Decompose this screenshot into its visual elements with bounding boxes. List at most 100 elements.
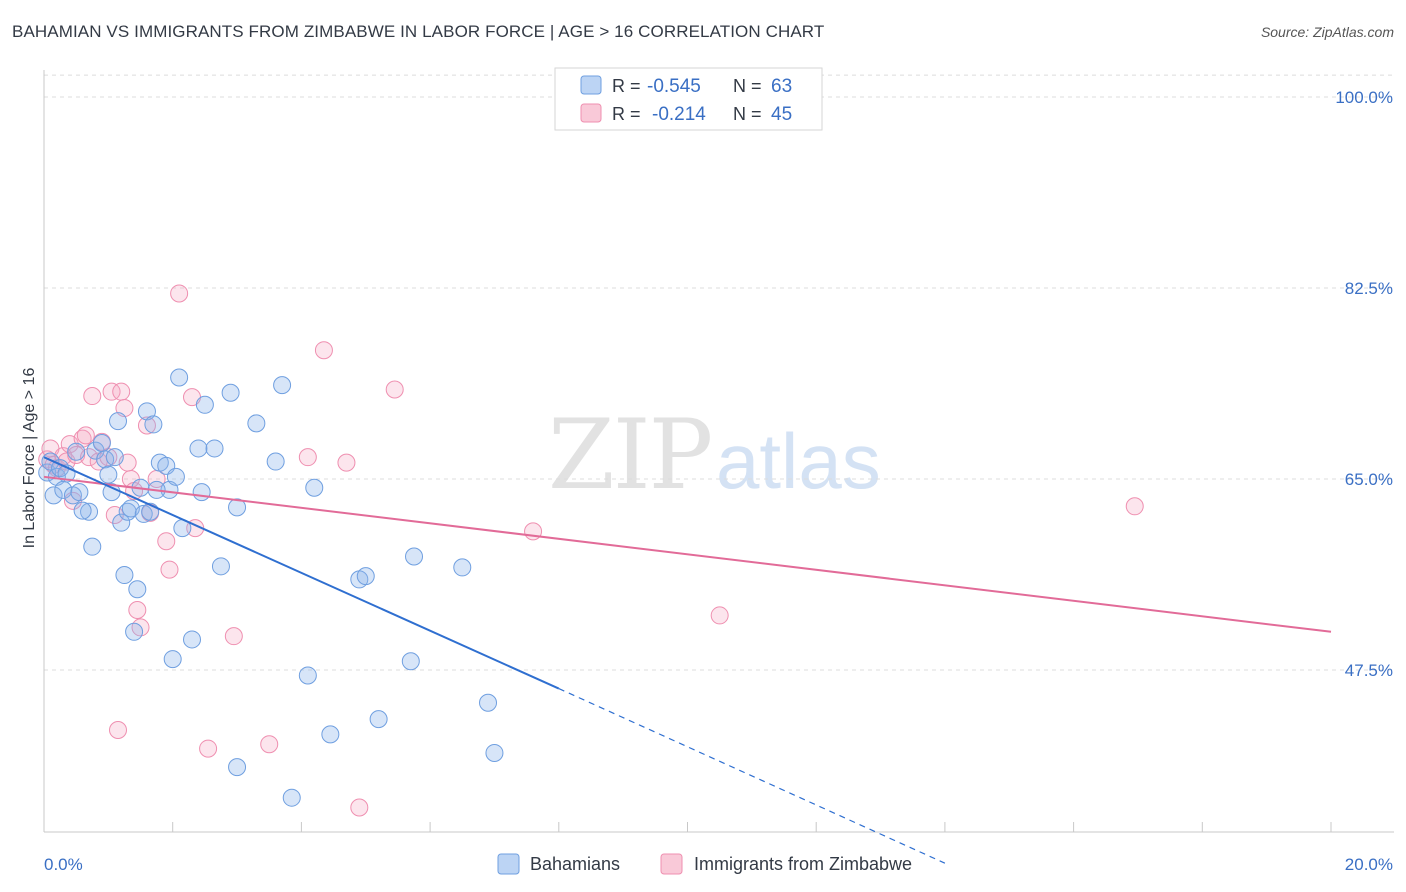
bahamians-point — [479, 693, 498, 712]
y-tick-labels: 47.5% 65.0% 82.5% 100.0% — [1335, 88, 1393, 680]
legend-label-bahamians: Bahamians — [530, 854, 620, 874]
zimbabwe-point — [710, 606, 729, 625]
zimbabwe-point — [1125, 497, 1144, 516]
bahamians-point — [99, 465, 118, 484]
stats-swatch-pink — [580, 103, 602, 123]
x-ticks — [172, 822, 1332, 832]
watermark-atlas: atlas — [716, 417, 881, 505]
bahamians-point — [83, 537, 102, 556]
bahamians-point — [405, 547, 424, 566]
bahamians-point — [273, 376, 292, 395]
trend-lines — [43, 456, 1332, 864]
y-tick-label: 100.0% — [1335, 88, 1393, 107]
bahamians-point — [144, 415, 163, 434]
bahamians-trend-extension — [558, 688, 946, 864]
stats-n-label-blue: N = — [733, 76, 762, 96]
stats-r-value-pink: -0.214 — [652, 104, 706, 125]
zimbabwe-point — [112, 382, 131, 401]
bahamians-point — [92, 433, 111, 452]
stats-r-label-blue: R = — [612, 76, 641, 96]
bahamians-point — [73, 501, 92, 520]
legend-swatch-zimbabwe — [660, 853, 683, 875]
zimbabwe-point — [314, 341, 333, 360]
bahamians-point — [247, 414, 266, 433]
bahamians-point — [228, 758, 247, 777]
stats-r-value-blue: -0.545 — [647, 76, 701, 97]
legend-label-zimbabwe: Immigrants from Zimbabwe — [694, 854, 912, 874]
bahamians-point — [67, 442, 86, 461]
bahamians-point — [183, 630, 202, 649]
zimbabwe-point — [260, 735, 279, 754]
y-axis-label: In Labor Force | Age > 16 — [21, 368, 38, 549]
bahamians-point — [105, 448, 124, 467]
bahamians-point — [115, 566, 134, 585]
bahamians-point — [112, 513, 131, 532]
x-tick-label-max: 20.0% — [1345, 855, 1393, 874]
bahamians-point — [192, 483, 211, 502]
zimbabwe-point — [350, 798, 369, 817]
bahamians-point — [109, 412, 128, 431]
zimbabwe-point — [83, 387, 102, 406]
gridlines — [44, 74, 1394, 671]
chart-title: BAHAMIAN VS IMMIGRANTS FROM ZIMBABWE IN … — [12, 22, 825, 41]
bahamians-point — [221, 383, 240, 402]
zimbabwe-point — [73, 429, 92, 448]
zimbabwe-point — [102, 382, 121, 401]
bahamians-point — [282, 788, 301, 807]
stats-swatch-blue — [580, 75, 602, 95]
stats-n-label-pink: N = — [733, 104, 762, 124]
zimbabwe-trend-line — [43, 475, 1332, 633]
zimbabwe-point — [298, 448, 317, 467]
zimbabwe-point — [76, 426, 95, 445]
bahamians-point — [205, 439, 224, 458]
bahamians-point — [321, 725, 340, 744]
zimbabwe-point — [157, 532, 176, 551]
y-tick-label: 82.5% — [1345, 279, 1393, 298]
bahamians-point — [211, 557, 230, 576]
bahamians-point — [195, 395, 214, 414]
bahamians-point — [189, 439, 208, 458]
bahamians-point — [80, 502, 99, 521]
zimbabwe-point — [128, 600, 147, 619]
zimbabwe-point — [170, 284, 189, 303]
zimbabwe-point — [224, 627, 243, 646]
zimbabwe-point — [337, 453, 356, 472]
bahamians-point — [70, 483, 89, 502]
bahamians-point — [137, 402, 156, 421]
bahamians-point — [118, 502, 137, 521]
zimbabwe-point — [199, 739, 218, 758]
bahamians-point — [228, 498, 247, 517]
bahamians-point — [369, 710, 388, 729]
bahamians-point — [305, 478, 324, 497]
watermark-zip: ZIP — [548, 399, 711, 511]
y-tick-label: 47.5% — [1345, 661, 1393, 680]
bahamians-point — [485, 743, 504, 762]
zimbabwe-point — [115, 399, 134, 418]
data-points — [38, 284, 1144, 817]
zimbabwe-point — [109, 721, 128, 740]
bahamians-point — [128, 580, 147, 599]
series-legend: Bahamians Immigrants from Zimbabwe — [497, 853, 912, 875]
stats-n-value-blue: 63 — [771, 76, 792, 97]
bahamians-point — [356, 567, 375, 586]
bahamians-point — [166, 467, 185, 486]
stats-legend: R = -0.545 N = 63 R = -0.214 N = 45 — [554, 67, 823, 131]
x-tick-label-min: 0.0% — [44, 855, 83, 874]
bahamians-point — [125, 622, 144, 641]
bahamians-point — [44, 486, 63, 505]
zimbabwe-point — [385, 380, 404, 399]
zimbabwe-point — [137, 416, 156, 435]
bahamians-trend-line — [43, 456, 560, 690]
bahamians-point — [170, 368, 189, 387]
bahamians-point — [163, 650, 182, 669]
zimbabwe-point — [160, 560, 179, 579]
bahamians-point — [401, 652, 420, 671]
bahamians-point — [453, 558, 472, 577]
stats-n-value-pink: 45 — [771, 104, 792, 125]
bahamians-point — [298, 666, 317, 685]
source-label: Source: ZipAtlas.com — [1260, 24, 1394, 40]
y-tick-label: 65.0% — [1345, 470, 1393, 489]
legend-swatch-bahamians — [497, 853, 520, 875]
bahamians-point — [266, 452, 285, 471]
